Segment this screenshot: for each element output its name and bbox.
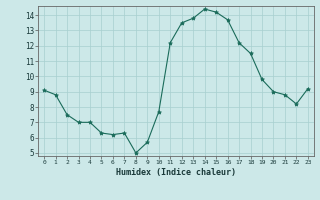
X-axis label: Humidex (Indice chaleur): Humidex (Indice chaleur) <box>116 168 236 177</box>
